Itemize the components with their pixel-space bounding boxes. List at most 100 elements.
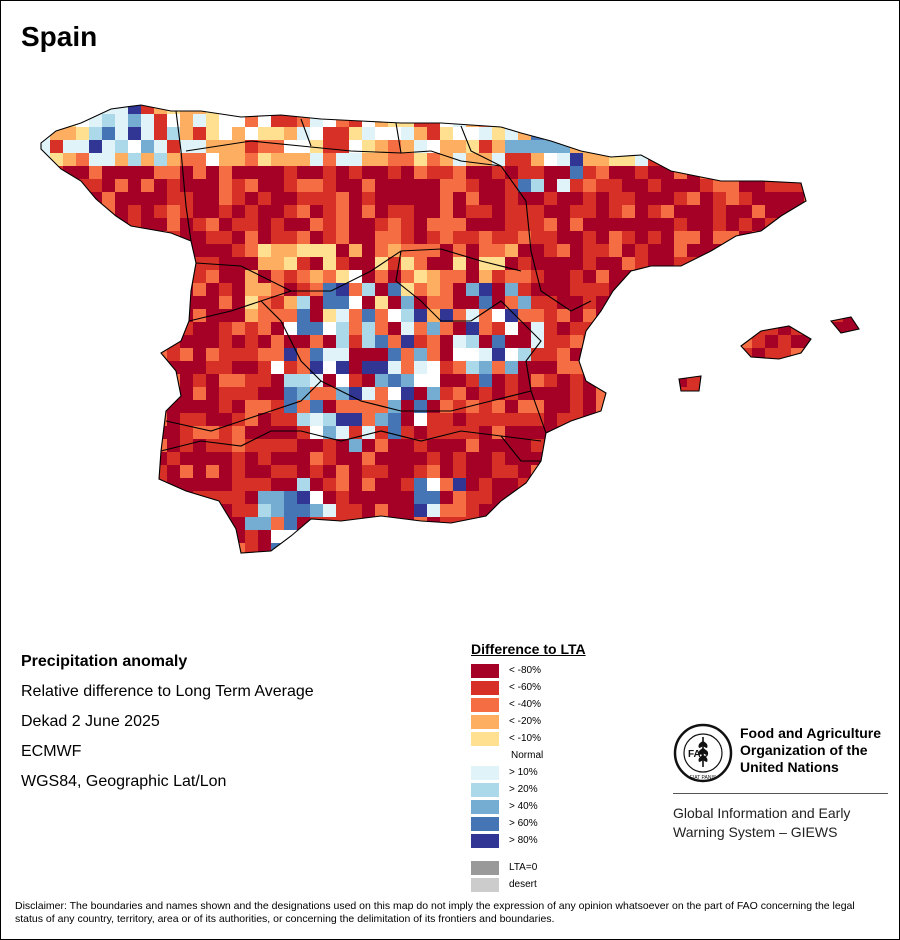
- grid-cell: [583, 244, 596, 257]
- grid-cell: [570, 257, 583, 270]
- grid-cell: [817, 478, 830, 491]
- grid-cell: [271, 426, 284, 439]
- grid-cell: [661, 114, 674, 127]
- grid-cell: [713, 270, 726, 283]
- grid-cell: [297, 361, 310, 374]
- grid-cell: [401, 348, 414, 361]
- grid-cell: [115, 452, 128, 465]
- grid-cell: [856, 504, 859, 517]
- grid-cell: [102, 231, 115, 244]
- grid-cell: [739, 491, 752, 504]
- grid-cell: [804, 244, 817, 257]
- grid-cell: [206, 426, 219, 439]
- grid-cell: [518, 543, 531, 553]
- grid-cell: [245, 114, 258, 127]
- grid-cell: [115, 426, 128, 439]
- grid-cell: [128, 270, 141, 283]
- grid-cell: [271, 140, 284, 153]
- grid-cell: [219, 543, 232, 553]
- grid-cell: [128, 309, 141, 322]
- grid-cell: [752, 153, 765, 166]
- grid-cell: [193, 517, 206, 530]
- grid-cell: [141, 491, 154, 504]
- grid-cell: [622, 283, 635, 296]
- grid-cell: [791, 413, 804, 426]
- grid-cell: [141, 543, 154, 553]
- grid-cell: [154, 140, 167, 153]
- grid-cell: [687, 296, 700, 309]
- grid-cell: [752, 218, 765, 231]
- grid-cell: [570, 439, 583, 452]
- grid-cell: [141, 105, 154, 114]
- grid-cell: [778, 530, 791, 543]
- grid-cell: [128, 413, 141, 426]
- grid-cell: [635, 231, 648, 244]
- grid-cell: [778, 218, 791, 231]
- grid-cell: [557, 309, 570, 322]
- grid-cell: [375, 504, 388, 517]
- grid-cell: [557, 192, 570, 205]
- grid-cell: [206, 348, 219, 361]
- grid-cell: [661, 543, 674, 553]
- grid-cell: [765, 335, 778, 348]
- grid-cell: [154, 153, 167, 166]
- grid-cell: [479, 517, 492, 530]
- grid-cell: [804, 166, 817, 179]
- grid-cell: [752, 478, 765, 491]
- grid-cell: [206, 257, 219, 270]
- grid-cell: [661, 105, 674, 114]
- grid-cell: [739, 153, 752, 166]
- grid-cell: [102, 556, 115, 569]
- grid-cell: [713, 179, 726, 192]
- grid-cell: [41, 283, 50, 296]
- grid-cell: [206, 374, 219, 387]
- grid-cell: [362, 231, 375, 244]
- grid-cell: [596, 296, 609, 309]
- grid-cell: [453, 387, 466, 400]
- grid-cell: [414, 192, 427, 205]
- grid-cell: [466, 140, 479, 153]
- grid-cell: [50, 400, 63, 413]
- grid-cell: [128, 491, 141, 504]
- grid-cell: [557, 270, 570, 283]
- grid-cell: [687, 105, 700, 114]
- legend-item: < -20%: [471, 713, 586, 730]
- grid-cell: [63, 543, 76, 553]
- grid-cell: [609, 179, 622, 192]
- grid-cell: [76, 140, 89, 153]
- grid-cell: [752, 530, 765, 543]
- grid-cell: [141, 348, 154, 361]
- grid-cell: [297, 127, 310, 140]
- grid-cell: [492, 127, 505, 140]
- grid-cell: [128, 179, 141, 192]
- map-title: Spain: [21, 21, 98, 52]
- grid-cell: [648, 244, 661, 257]
- grid-cell: [440, 387, 453, 400]
- grid-cell: [375, 465, 388, 478]
- grid-cell: [41, 140, 50, 153]
- grid-cell: [362, 322, 375, 335]
- grid-cell: [284, 556, 297, 569]
- grid-cell: [401, 335, 414, 348]
- grid-cell: [63, 530, 76, 543]
- grid-cell: [41, 530, 50, 543]
- grid-cell: [284, 517, 297, 530]
- grid-cell: [336, 348, 349, 361]
- grid-cell: [583, 478, 596, 491]
- grid-cell: [804, 439, 817, 452]
- grid-cell: [596, 335, 609, 348]
- grid-cell: [583, 218, 596, 231]
- grid-cell: [700, 348, 713, 361]
- grid-cell: [440, 556, 453, 569]
- grid-cell: [297, 231, 310, 244]
- grid-cell: [193, 322, 206, 335]
- grid-cell: [284, 114, 297, 127]
- grid-cell: [765, 439, 778, 452]
- grid-cell: [687, 309, 700, 322]
- grid-cell: [271, 257, 284, 270]
- grid-cell: [349, 452, 362, 465]
- grid-cell: [843, 283, 856, 296]
- grid-cell: [479, 166, 492, 179]
- grid-cell: [804, 218, 817, 231]
- grid-cell: [726, 439, 739, 452]
